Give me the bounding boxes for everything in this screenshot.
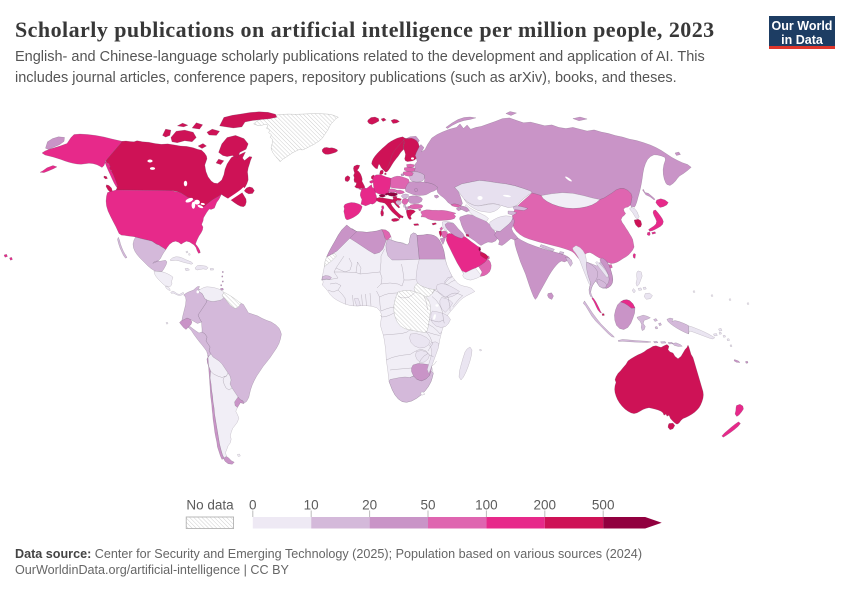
svg-text:20: 20 <box>362 498 377 513</box>
svg-text:No data: No data <box>186 498 234 513</box>
svg-text:200: 200 <box>534 498 557 513</box>
svg-text:500: 500 <box>592 498 615 513</box>
svg-text:50: 50 <box>420 498 435 513</box>
svg-text:100: 100 <box>475 498 498 513</box>
svg-text:10: 10 <box>304 498 319 513</box>
svg-text:0: 0 <box>249 498 257 513</box>
